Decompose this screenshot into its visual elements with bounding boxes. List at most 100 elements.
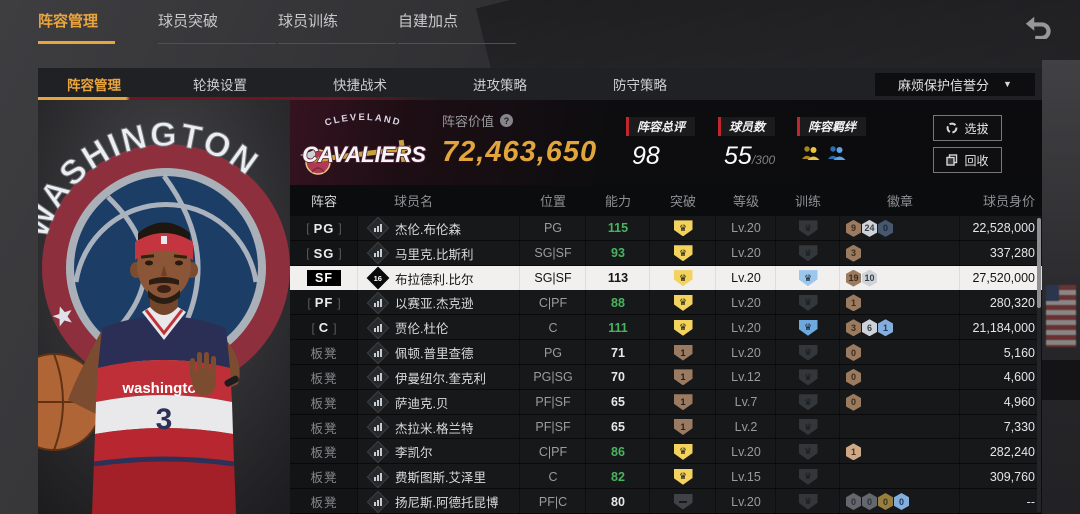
player-value: 4,600 xyxy=(1003,370,1035,385)
badge-hex: 1 xyxy=(846,294,861,312)
player-value: 21,184,000 xyxy=(972,320,1035,335)
position-cell: C xyxy=(520,464,586,489)
level-value: Lv.20 xyxy=(731,320,761,335)
ability-cell: 80 xyxy=(586,489,650,514)
header-training: 训练 xyxy=(794,194,821,209)
level-cell: Lv.20 xyxy=(716,489,776,514)
table-row[interactable]: [SG] 马里克.比斯利 SG|SF 93 ♛ Lv.20 ♛ 3 337,280 xyxy=(290,240,1042,266)
team-name-dropdown[interactable]: 麻烦保护信誉分 ▼ xyxy=(875,72,1035,96)
level-value: Lv.20 xyxy=(731,246,761,261)
lineup-slot-cell: 板凳 xyxy=(290,464,358,490)
player-value-cell: -- xyxy=(960,489,1042,514)
breakthrough-tier1-icon: 1 xyxy=(673,369,693,386)
tab-player-breakthrough[interactable]: 球员突破 xyxy=(158,10,278,44)
table-row[interactable]: 板凳 费斯图斯.艾泽里 C 82 ♛ Lv.15 ♛ 309,760 xyxy=(290,464,1042,490)
subtab-rotation-settings[interactable]: 轮换设置 xyxy=(193,78,247,93)
header-player-value: 球员身价 xyxy=(982,194,1035,209)
tab-lineup-management[interactable]: 阵容管理 xyxy=(38,10,158,44)
ability-cell: 82 xyxy=(586,464,650,489)
player-name: 以赛亚.杰克逊 xyxy=(395,297,474,312)
lineup-slot-cell: 板凳 xyxy=(290,340,358,365)
selected-slot-badge: SF xyxy=(307,270,341,287)
scrollbar-thumb[interactable] xyxy=(1037,218,1041,308)
header-level: 等级 xyxy=(732,194,759,209)
lineup-rating-value: 98 xyxy=(632,142,660,170)
table-scrollbar[interactable] xyxy=(1037,218,1041,512)
lineup-rating-block: 阵容总评 98 xyxy=(626,117,696,171)
lineup-slot-cell: 板凳 xyxy=(290,414,358,440)
ability-value: 113 xyxy=(607,271,629,286)
rank-bars-icon xyxy=(366,415,390,439)
ability-cell: 70 xyxy=(586,365,650,390)
bond-yellow-icon[interactable] xyxy=(801,145,821,160)
table-row[interactable]: [PF] 以赛亚.杰克逊 C|PF 88 ♛ Lv.20 ♛ 1 280,320 xyxy=(290,290,1042,316)
table-row[interactable]: 板凳 萨迪克.贝 PF|SF 65 1 Lv.7 ♛ 0 4,960 xyxy=(290,389,1042,415)
table-row[interactable]: 板凳 伊曼纽尔.奎克利 PG|SG 70 1 Lv.12 ♛ 0 4,600 xyxy=(290,364,1042,390)
player-name: 伊曼纽尔.奎克利 xyxy=(395,371,486,386)
bench-label: 板凳 xyxy=(310,371,338,386)
breakthrough-crown-icon: ♛ xyxy=(673,443,693,460)
table-row[interactable]: [C] 贾伦.杜伦 C 111 ♛ Lv.20 ♛ 3 6 1 21,184,000 xyxy=(290,315,1042,341)
back-button[interactable] xyxy=(1018,12,1058,42)
refresh-icon xyxy=(947,122,958,134)
table-row[interactable]: [PG] 杰伦.布伦森 PG 115 ♛ Lv.20 ♛ 9 24 0 22,528,000 xyxy=(290,216,1042,241)
tab-player-training[interactable]: 球员训练 xyxy=(278,10,398,44)
training-shield-icon: ♛ xyxy=(798,468,818,485)
level-cell: Lv.20 xyxy=(716,439,776,464)
training-cell: ♛ xyxy=(776,489,840,514)
level-cell: Lv.12 xyxy=(716,365,776,390)
badge-hex: 0 xyxy=(878,219,893,237)
subtab-lineup-management[interactable]: 阵容管理 xyxy=(67,78,121,93)
position-value: PG xyxy=(543,345,563,360)
player-artwork: WASHINGTON xyxy=(38,100,290,514)
table-row[interactable]: SF 16 布拉德利.比尔 SG|SF 113 ♛ Lv.20 ♛ 19 10 27,520,000 xyxy=(290,265,1042,291)
table-row[interactable]: 板凳 杰拉米.格兰特 PF|SF 65 1 Lv.2 ♛ 7,330 xyxy=(290,414,1042,440)
player-value-cell: 7,330 xyxy=(960,415,1042,440)
ability-cell: 93 xyxy=(586,241,650,266)
bracket: ] xyxy=(338,221,342,236)
position-cell: PF|SF xyxy=(520,390,586,415)
lineup-slot-cell: 板凳 xyxy=(290,489,358,514)
subtab-offense-strategy[interactable]: 进攻策略 xyxy=(473,78,527,93)
bracket: [ xyxy=(306,246,310,261)
select-players-button[interactable]: 选拔 xyxy=(933,115,1002,141)
subtab-defense-strategy[interactable]: 防守策略 xyxy=(613,78,667,93)
stack-icon xyxy=(946,154,958,166)
player-value: 282,240 xyxy=(989,444,1035,459)
subtab-quick-tactics[interactable]: 快捷战术 xyxy=(333,78,387,93)
ability-value: 82 xyxy=(611,469,625,484)
level-value: Lv.20 xyxy=(731,444,761,459)
player-name-cell: 佩顿.普里查德 xyxy=(358,340,520,365)
breakthrough-cell: ♛ xyxy=(650,290,716,315)
ability-cell: 111 xyxy=(586,315,650,340)
player-count-total: /300 xyxy=(751,153,776,167)
badge-hex: 0 xyxy=(846,393,861,411)
rank-bars-icon xyxy=(366,465,390,489)
training-cell: ♛ xyxy=(776,266,840,291)
bond-blue-icon[interactable] xyxy=(827,145,847,160)
breakthrough-tier1-icon: 1 xyxy=(673,419,693,436)
training-shield-icon: ♛ xyxy=(798,394,818,411)
breakthrough-cell: ♛ xyxy=(650,241,716,266)
sub-tab-bar: 阵容管理 轮换设置 快捷战术 进攻策略 防守策略 麻烦保护信誉分 ▼ xyxy=(38,68,1042,100)
position-value: PF|C xyxy=(538,494,568,509)
training-shield-icon: ♛ xyxy=(798,294,818,311)
help-icon[interactable]: ? xyxy=(500,114,514,127)
training-shield-icon: ♛ xyxy=(798,220,818,237)
table-row[interactable]: 板凳 李凯尔 C|PF 86 ♛ Lv.20 ♛ 1 282,240 xyxy=(290,439,1042,465)
table-row[interactable]: 板凳 扬尼斯.阿德托昆博 PF|C 80 Lv.20 ♛ 0 0 0 0 -- xyxy=(290,489,1042,514)
tab-custom-points[interactable]: 自建加点 xyxy=(398,10,518,44)
table-row[interactable]: 板凳 佩顿.普里查德 PG 71 1 Lv.20 ♛ 0 5,160 xyxy=(290,340,1042,365)
recycle-button[interactable]: 回收 xyxy=(933,147,1002,173)
player-value: 4,960 xyxy=(1003,395,1035,410)
header-lineup: 阵容 xyxy=(310,194,337,209)
training-shield-icon: ♛ xyxy=(798,245,818,262)
breakthrough-cell: ♛ xyxy=(650,315,716,340)
position-value: C xyxy=(548,320,558,335)
rank-bars-icon xyxy=(366,217,390,240)
top-tab-bar: 阵容管理 球员突破 球员训练 自建加点 xyxy=(38,10,518,44)
position-cell: SG|SF xyxy=(520,266,586,291)
player-name: 杰伦.布伦森 xyxy=(395,222,461,237)
player-name-cell: 以赛亚.杰克逊 xyxy=(358,290,520,315)
